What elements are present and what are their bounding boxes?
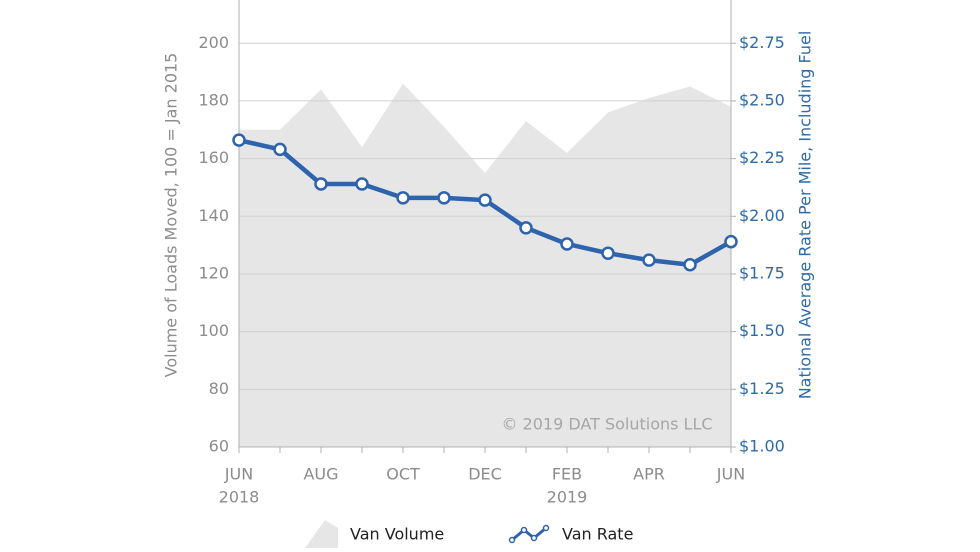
y2-tick-label: $2.50 bbox=[739, 90, 785, 109]
y-tick-label: 140 bbox=[198, 206, 229, 225]
plot-layer bbox=[239, 42, 731, 448]
x-tick-label: JUN bbox=[224, 465, 253, 484]
x-tick-label: DEC bbox=[468, 465, 502, 484]
x-year-label: 2018 bbox=[219, 488, 260, 507]
x-tick-label: JUN bbox=[716, 465, 745, 484]
y2-tick-label: $1.50 bbox=[739, 321, 785, 340]
legend-line-dot bbox=[520, 526, 528, 534]
x-tick-label: OCT bbox=[386, 465, 420, 484]
x-tick-label: FEB bbox=[552, 465, 582, 484]
volume-area bbox=[239, 83, 731, 447]
y-tick-label: 100 bbox=[198, 321, 229, 340]
rate-point bbox=[519, 221, 533, 235]
legend-label: Van Volume bbox=[350, 525, 444, 544]
rate-point bbox=[478, 193, 492, 207]
legend-line-icon bbox=[511, 526, 547, 542]
rate-point bbox=[560, 237, 574, 251]
legend-line-dot bbox=[530, 534, 538, 542]
legend-area-icon bbox=[305, 520, 338, 548]
y-tick-label: 200 bbox=[198, 33, 229, 52]
y-axis-title: Volume of Loads Moved, 100 = Jan 2015 bbox=[162, 53, 181, 378]
y2-tick-label: $1.75 bbox=[739, 263, 785, 282]
y-tick-label: 120 bbox=[198, 263, 229, 282]
rate-point bbox=[232, 133, 246, 147]
x-tick-label: APR bbox=[633, 465, 665, 484]
rate-point bbox=[273, 142, 287, 157]
y-tick-label: 180 bbox=[198, 90, 229, 109]
y-tick-label: 160 bbox=[198, 148, 229, 167]
y-tick-label: 80 bbox=[209, 379, 229, 398]
y-tick-label: 60 bbox=[209, 437, 229, 456]
rate-point bbox=[601, 246, 615, 260]
watermark: © 2019 DAT Solutions LLC bbox=[501, 415, 712, 434]
rate-point bbox=[355, 177, 369, 191]
y2-tick-label: $1.00 bbox=[739, 437, 785, 456]
rate-point bbox=[314, 177, 328, 191]
x-tick-label: AUG bbox=[303, 465, 338, 484]
legend-label: Van Rate bbox=[562, 525, 633, 544]
y2-tick-label: $1.25 bbox=[739, 379, 785, 398]
y2-axis-title: National Average Rate Per Mile, Includin… bbox=[796, 31, 815, 400]
legend-line-dot bbox=[542, 524, 550, 532]
rate-point bbox=[642, 253, 656, 267]
y2-tick-label: $2.25 bbox=[739, 148, 785, 167]
legend-line-dot bbox=[508, 536, 516, 544]
rate-point bbox=[683, 257, 697, 272]
x-year-label: 2019 bbox=[547, 488, 588, 507]
rate-point bbox=[724, 234, 738, 249]
y2-tick-label: $2.00 bbox=[739, 206, 785, 225]
rate-point bbox=[396, 191, 410, 205]
rate-point bbox=[437, 191, 451, 205]
y2-tick-label: $2.75 bbox=[739, 33, 785, 52]
